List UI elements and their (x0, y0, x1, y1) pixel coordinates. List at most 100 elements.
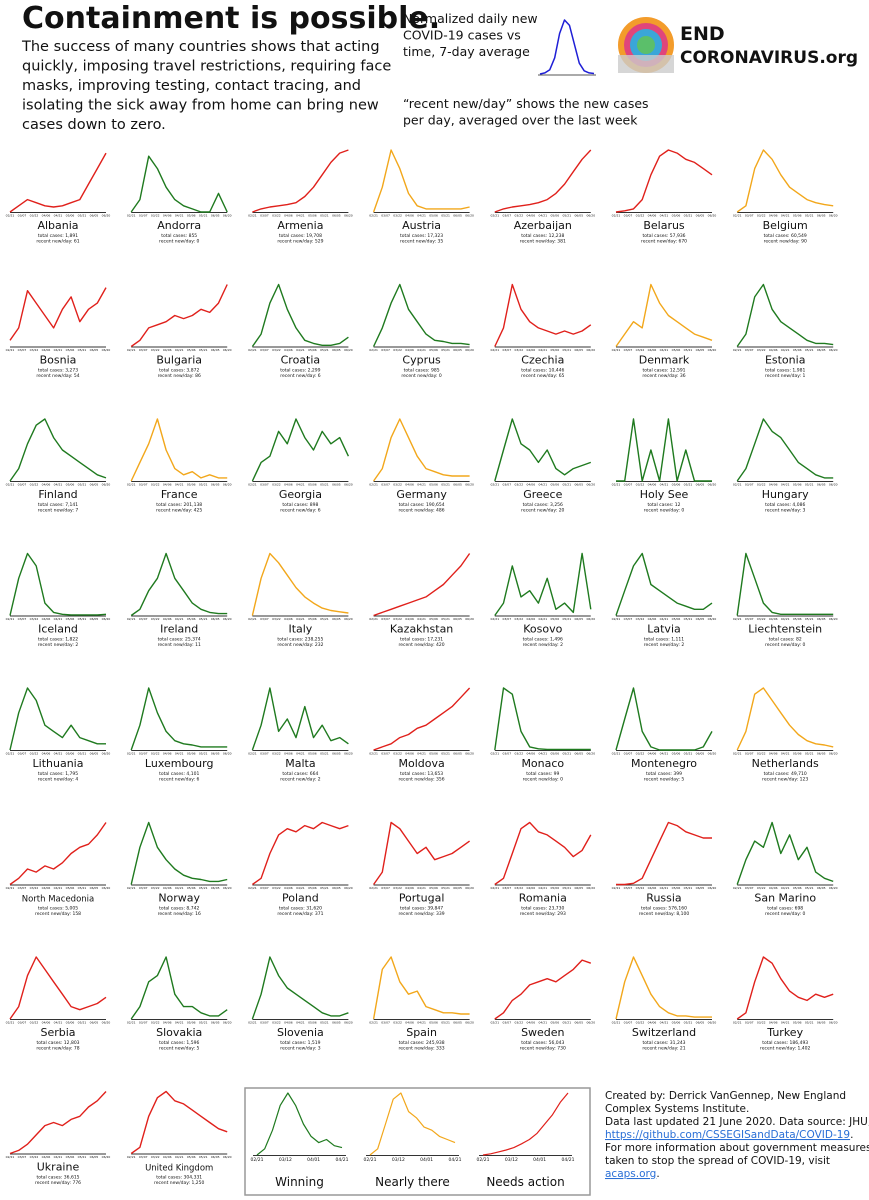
total-cases: total cases: 190,654 (399, 502, 445, 508)
date-label: 04/21 (417, 483, 426, 487)
date-label: 06/05 (90, 886, 99, 890)
country-name: Hungary (762, 488, 809, 501)
date-label: 02/21 (127, 752, 136, 756)
date-label: 04/06 (284, 483, 293, 487)
date-label: 05/06 (793, 348, 802, 352)
source-link[interactable]: https://github.com/CSSEGISandData/COVID-… (605, 1129, 850, 1141)
date-label: 03/07 (260, 348, 269, 352)
date-label: 04/06 (284, 752, 293, 756)
date-label: 04/21 (417, 214, 426, 218)
date-label: 04/21 (417, 752, 426, 756)
date-label: 06/05 (574, 348, 583, 352)
country-name: Cyprus (402, 354, 441, 367)
date-label: 04/21 (781, 483, 790, 487)
date-label: 03/22 (393, 617, 402, 621)
date-label: 03/22 (393, 1021, 402, 1025)
country-name: United Kingdom (145, 1164, 213, 1174)
country-name: Holy See (640, 488, 689, 501)
date-label: 04/06 (284, 348, 293, 352)
date-label: 06/20 (465, 752, 474, 756)
date-label: 06/20 (223, 483, 232, 487)
date-label: 03/22 (636, 214, 645, 218)
date-label: 06/05 (453, 617, 462, 621)
date-label: 06/05 (574, 752, 583, 756)
country-name: Sweden (521, 1026, 564, 1039)
country-name: Luxembourg (145, 757, 214, 770)
recent-cases: recent new/day: 0 (523, 777, 564, 783)
country-name: Latvia (647, 623, 681, 636)
date-label: 03/22 (636, 348, 645, 352)
curve (494, 552, 592, 616)
date-label: 06/20 (708, 348, 717, 352)
date-label: 03/22 (757, 214, 766, 218)
country-name: Belgium (763, 219, 808, 232)
date-label: 04/21 (538, 1021, 547, 1025)
date-label: 06/05 (90, 214, 99, 218)
date-label: 03/22 (30, 617, 39, 621)
key-label: Needs action (486, 1175, 564, 1189)
date-label: 05/21 (684, 214, 693, 218)
date-label: 06/05 (211, 1021, 220, 1025)
date-label: 06/20 (465, 1021, 474, 1025)
date-label: 06/05 (696, 483, 705, 487)
date-label: 04/06 (163, 1021, 172, 1025)
date-label: 02/21 (127, 1021, 136, 1025)
date-label: 06/05 (90, 348, 99, 352)
note-line: “recent new/day” shows the new cases (403, 96, 649, 111)
date-label: 04/06 (284, 214, 293, 218)
curve (615, 149, 713, 213)
date-label: 05/06 (429, 752, 438, 756)
date-label: 04/06 (526, 348, 535, 352)
date-label: 06/05 (817, 483, 826, 487)
recent-cases: recent new/day: 6 (159, 777, 200, 783)
total-cases: total cases: 3,872 (159, 368, 199, 374)
recent-cases: recent new/day: 8,100 (639, 911, 690, 917)
curve (251, 687, 349, 751)
date-label: 05/21 (199, 617, 208, 621)
recent-cases: recent new/day: 3 (765, 508, 806, 514)
date-label: 03/12 (279, 1157, 292, 1163)
country-name: Iceland (38, 623, 78, 636)
recent-cases: recent new/day: 35 (400, 239, 443, 245)
date-label: 04/06 (405, 886, 414, 890)
date-label: 06/05 (453, 886, 462, 890)
date-label: 06/20 (102, 886, 111, 890)
date-label: 03/22 (757, 617, 766, 621)
curve (373, 418, 470, 482)
acaps-link[interactable]: acaps.org (605, 1168, 656, 1180)
credit-line: Complex Systems Institute. (605, 1103, 749, 1115)
date-label: 05/21 (684, 483, 693, 487)
date-label: 03/07 (502, 752, 511, 756)
total-cases: total cases: 60,549 (764, 233, 807, 239)
date-label: 02/21 (251, 1157, 264, 1163)
date-label: 04/21 (54, 1155, 63, 1159)
date-label: 06/20 (829, 348, 838, 352)
country-name: Slovakia (156, 1026, 202, 1039)
date-label: 06/20 (829, 1021, 838, 1025)
recent-cases: recent new/day: 425 (156, 508, 202, 514)
date-label: 05/21 (562, 483, 571, 487)
date-label: 02/21 (612, 214, 621, 218)
recent-cases: recent new/day: 6 (280, 373, 321, 379)
date-label: 04/06 (769, 617, 778, 621)
date-label: 04/06 (163, 214, 172, 218)
date-label: 02/21 (733, 617, 742, 621)
country-name: Russia (646, 892, 681, 905)
recent-cases: recent new/day: 339 (399, 911, 445, 917)
date-label: 04/21 (54, 214, 63, 218)
date-label: 06/05 (453, 752, 462, 756)
date-label: 04/01 (420, 1157, 433, 1163)
date-label: 04/21 (175, 1021, 184, 1025)
date-label: 05/06 (66, 752, 75, 756)
curve (251, 283, 349, 347)
recent-cases: recent new/day: 0 (159, 239, 200, 245)
date-label: 06/05 (696, 886, 705, 890)
date-label: 03/07 (381, 483, 390, 487)
recent-cases: recent new/day: 65 (521, 373, 564, 379)
curve (372, 149, 470, 213)
date-label: 04/21 (781, 1021, 790, 1025)
curve (130, 687, 228, 751)
country-name: Turkey (766, 1026, 803, 1039)
date-label: 04/06 (648, 617, 657, 621)
